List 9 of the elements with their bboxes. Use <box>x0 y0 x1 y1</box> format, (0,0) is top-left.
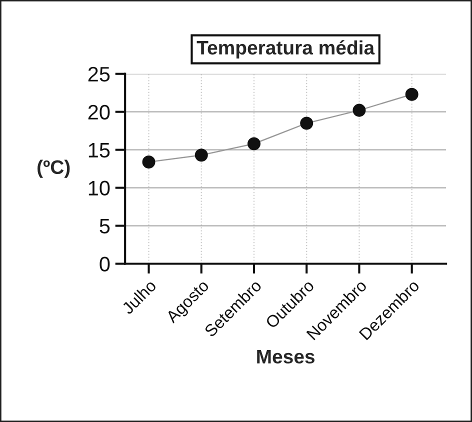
y-tick-label: 0 <box>100 256 110 272</box>
y-axis-title: (ºC) <box>38 160 70 178</box>
x-axis-title: Meses <box>257 350 314 364</box>
y-tick-label: 25 <box>88 66 110 82</box>
y-tick-label: 5 <box>100 218 110 234</box>
y-tick-label: 10 <box>88 180 110 196</box>
chart-title: Temperatura média <box>196 40 375 58</box>
y-tick-label: 15 <box>88 143 110 158</box>
y-tick-label: 20 <box>88 104 110 120</box>
